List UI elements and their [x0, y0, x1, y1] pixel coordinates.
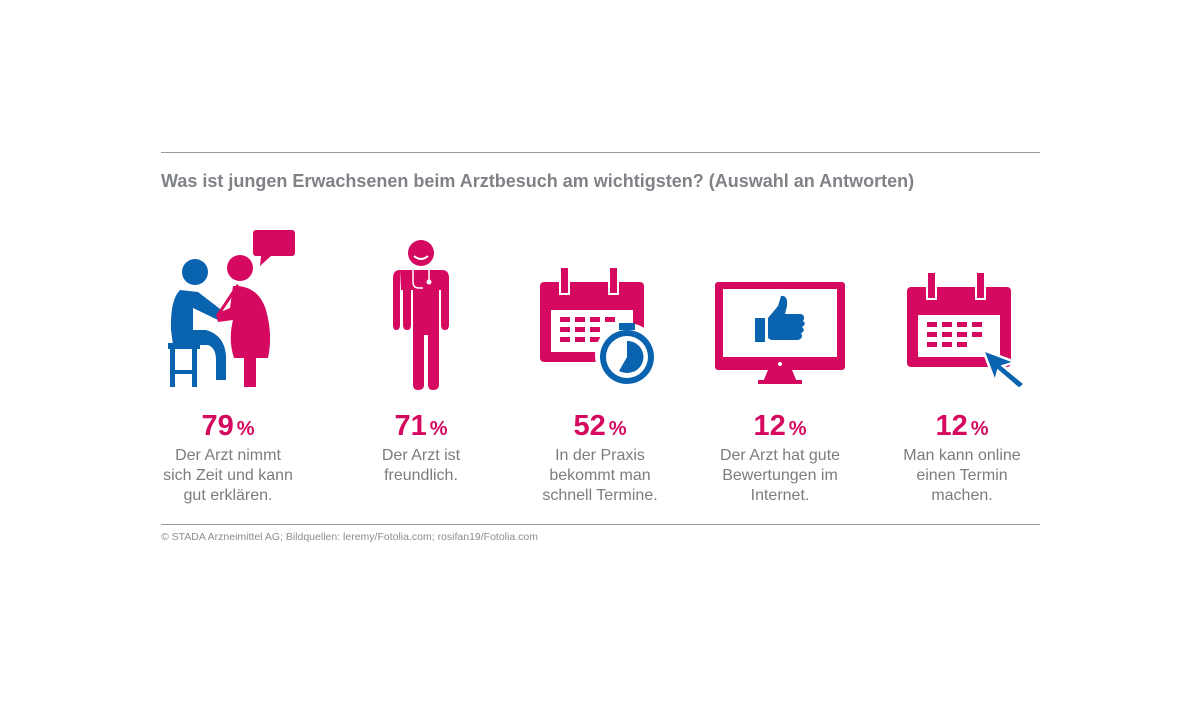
description-line: Der Arzt nimmt: [175, 447, 281, 464]
percentage-value: 52%: [573, 410, 627, 442]
item-doctor-time: 79% Der Arzt nimmt sich Zeit und kann gu…: [138, 230, 318, 506]
image-credits: © STADA Arzneimittel AG; Bildquellen: le…: [161, 531, 538, 543]
item-description: Der Arzt nimmt sich Zeit und kann gut er…: [138, 446, 318, 506]
description-line: Der Arzt ist: [381, 447, 461, 464]
item-doctor-friendly: 71% Der Arzt ist freundlich.: [331, 230, 511, 486]
thumbs-up-icon: [755, 295, 805, 342]
calendar-cursor-icon: [872, 230, 1052, 390]
description-line: einen Termin: [916, 467, 1008, 484]
bottom-divider: [161, 524, 1040, 525]
description-line: gut erklären.: [183, 487, 273, 504]
description-line: Der Arzt hat gute: [719, 447, 841, 464]
percentage-value: 12%: [935, 410, 989, 442]
doctor-patient-icon: [138, 230, 318, 390]
description-line: machen.: [931, 487, 993, 504]
page-title: Was ist jungen Erwachsenen beim Arztbesu…: [161, 171, 915, 191]
doctor-stethoscope-icon: [331, 230, 511, 390]
item-online-booking: 12% Man kann online einen Termin machen.: [872, 230, 1052, 506]
percentage-value: 71%: [394, 410, 448, 442]
description-line: Bewertungen im: [722, 467, 838, 484]
description-line: sich Zeit und kann: [163, 467, 293, 484]
monitor-thumbs-up-icon: [690, 230, 870, 390]
description-line: Internet.: [750, 487, 810, 504]
percentage-value: 79%: [201, 410, 255, 442]
description-line: Man kann online: [903, 447, 1021, 464]
percentage-value: 12%: [753, 410, 807, 442]
description-line: In der Praxis: [555, 447, 645, 464]
top-divider: [161, 152, 1040, 153]
item-description: Man kann online einen Termin machen.: [872, 446, 1052, 506]
item-description: In der Praxis bekommt man schnell Termin…: [510, 446, 690, 506]
description-line: freundlich.: [384, 467, 458, 484]
item-quick-appointments: 52% In der Praxis bekommt man schnell Te…: [510, 230, 690, 506]
description-line: bekommt man: [549, 467, 651, 484]
cursor-arrow-icon: [980, 347, 1027, 390]
calendar-stopwatch-icon: [510, 230, 690, 390]
item-description: Der Arzt ist freundlich.: [331, 446, 511, 486]
description-line: schnell Termine.: [542, 487, 658, 504]
item-online-ratings: 12% Der Arzt hat gute Bewertungen im Int…: [690, 230, 870, 506]
item-description: Der Arzt hat gute Bewertungen im Interne…: [690, 446, 870, 506]
